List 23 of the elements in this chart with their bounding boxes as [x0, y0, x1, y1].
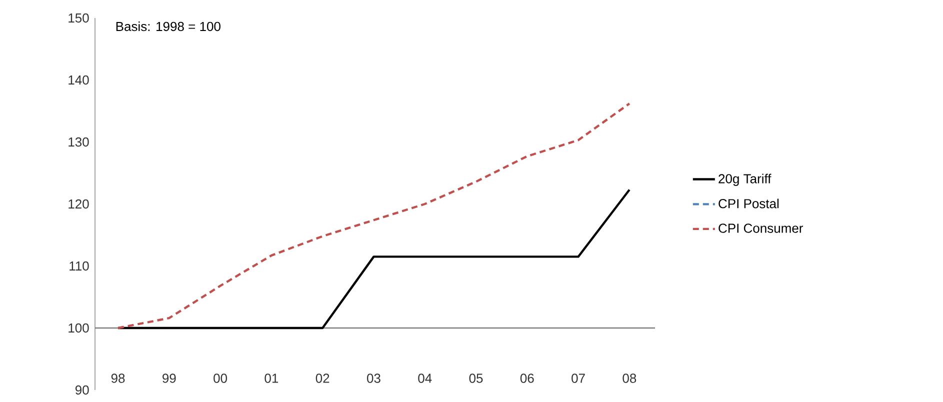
x-tick-label: 02: [316, 374, 330, 383]
legend-label: CPI Consumer: [718, 224, 804, 233]
legend-label: CPI Postal: [718, 198, 779, 208]
legend-label: 20g Tariff: [718, 174, 772, 186]
y-tick-label: 100: [68, 323, 89, 333]
y-tick-label: 90: [75, 385, 89, 395]
line-series: [116, 102, 631, 330]
x-tick-label: 03: [366, 374, 380, 383]
annotation: Basis: 1998 = 100: [116, 22, 220, 32]
x-tick-label: 05: [469, 374, 483, 383]
y-tick-label: 120: [68, 199, 89, 209]
x-tick-label: 00: [214, 374, 228, 383]
x-tick-label: 04: [418, 374, 432, 383]
y-tick-label: 130: [68, 137, 89, 147]
x-tick-label: 08: [622, 374, 636, 383]
y-tick-label: 150: [68, 13, 89, 23]
y-tick-label: 140: [68, 75, 89, 85]
x-tick-label: 01: [264, 374, 278, 383]
x-tick-label: 07: [572, 374, 585, 383]
x-tick-label: 99: [162, 374, 176, 383]
x-tick-label: 98: [111, 374, 125, 383]
x-tick-label: 06: [520, 374, 534, 383]
y-tick-label: 110: [70, 261, 89, 271]
